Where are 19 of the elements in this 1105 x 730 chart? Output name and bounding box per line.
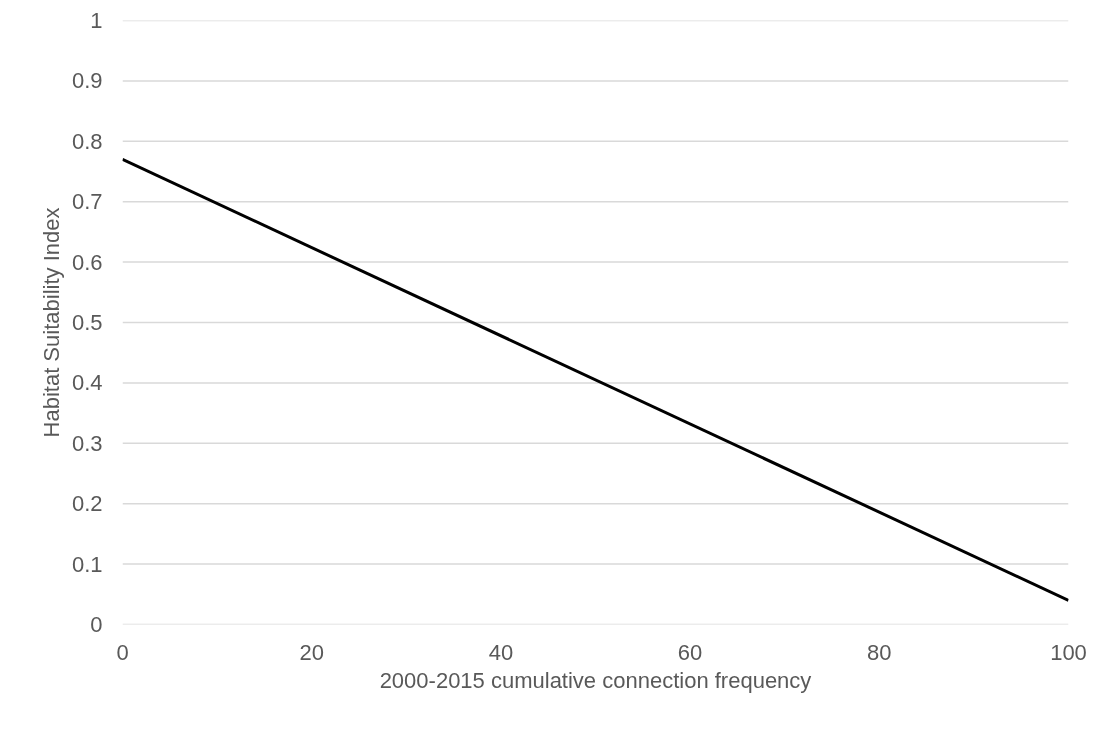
x-tick-label: 80 [867,639,892,665]
y-tick-label: 0.7 [71,189,103,215]
y-tick-label: 0.8 [71,128,103,154]
y-axis-title: Habitat Suitability Index [38,207,64,438]
y-tick-label: 0.6 [71,249,103,275]
x-tick-label: 100 [1050,639,1087,665]
y-tick-label: 0.5 [71,310,103,335]
x-tick-label: 60 [677,639,703,665]
y-tick-label: 0.1 [71,551,103,577]
y-tick-label: 1 [90,8,103,33]
x-tick-label: 40 [488,639,514,665]
x-tick-label: 20 [299,639,324,665]
x-tick-label: 0 [116,639,129,665]
y-tick-label: 0.4 [71,370,103,396]
y-tick-label: 0.3 [71,430,103,456]
x-axis-title: 2000-2015 cumulative connection frequency [379,667,812,693]
y-tick-label: 0.9 [71,68,103,94]
y-tick-label: 0.2 [71,491,103,517]
y-tick-label: 0 [90,612,103,637]
